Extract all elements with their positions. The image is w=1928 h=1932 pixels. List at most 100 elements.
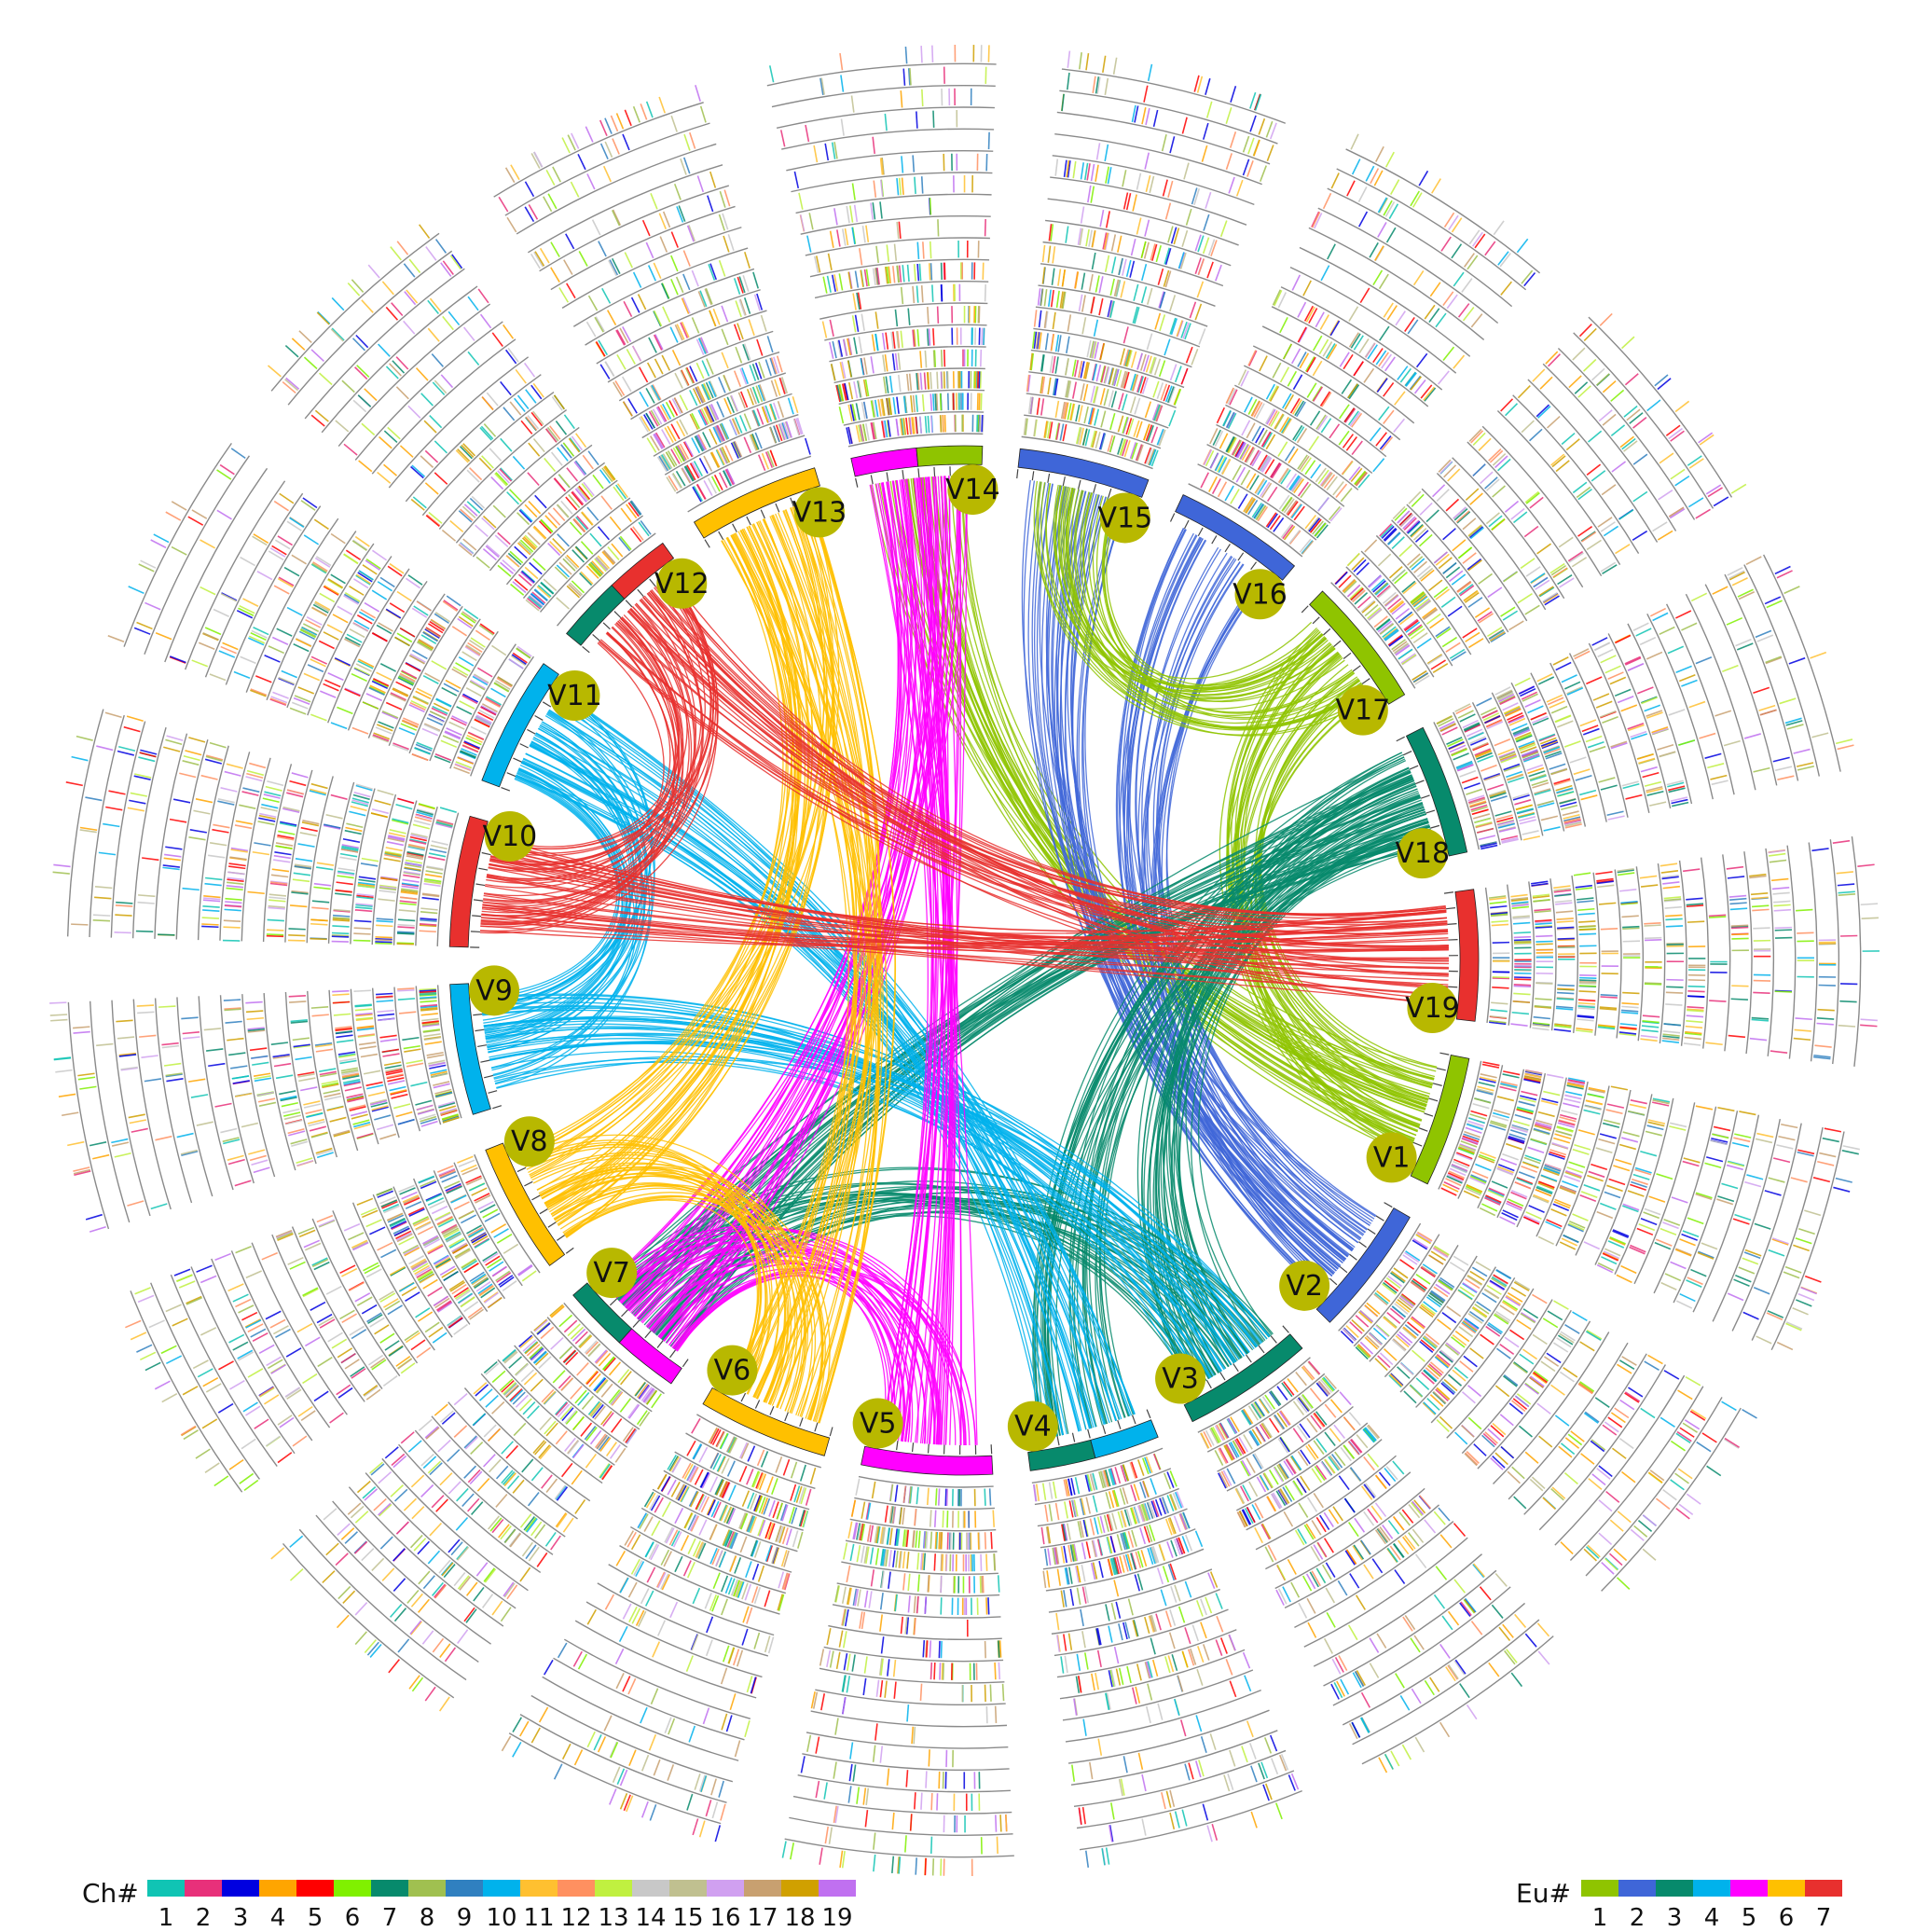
synteny-tick xyxy=(880,1680,882,1697)
synteny-tick xyxy=(1630,1104,1646,1108)
synteny-tick xyxy=(170,656,186,663)
synteny-tick xyxy=(1086,1541,1090,1558)
synteny-tick xyxy=(319,1069,336,1071)
synteny-tick xyxy=(1086,1851,1088,1868)
synteny-tick xyxy=(647,1567,654,1582)
synteny-tick xyxy=(491,688,506,697)
synteny-tick xyxy=(127,1201,144,1206)
synteny-tick xyxy=(417,1105,434,1110)
synteny-tick xyxy=(925,1858,926,1875)
synteny-tick xyxy=(351,1367,365,1376)
synteny-tick xyxy=(816,1737,819,1754)
synteny-tick xyxy=(1559,1446,1572,1457)
synteny-tick xyxy=(1043,1484,1046,1500)
synteny-tick xyxy=(767,1545,773,1561)
synteny-tick xyxy=(711,1779,716,1796)
synteny-tick xyxy=(239,805,255,808)
synteny-tick xyxy=(286,378,299,389)
synteny-tick xyxy=(244,1481,258,1491)
synteny-tick xyxy=(1250,1743,1256,1759)
synteny-tick xyxy=(1327,1612,1335,1627)
synteny-tick xyxy=(264,1395,278,1404)
synteny-tick xyxy=(1675,1249,1691,1256)
synteny-tick xyxy=(942,1532,943,1549)
synteny-tick xyxy=(985,1641,986,1658)
synteny-tick xyxy=(348,283,359,297)
synteny-tick xyxy=(1517,1178,1533,1184)
synteny-tick xyxy=(1495,1453,1508,1464)
synteny-tick xyxy=(930,1663,931,1679)
synteny-tick xyxy=(652,1521,660,1536)
synteny-tick xyxy=(1119,1623,1122,1640)
synteny-tick xyxy=(145,1079,161,1082)
synteny-tick xyxy=(699,1447,708,1462)
synteny-tick xyxy=(71,924,88,925)
synteny-tick xyxy=(709,1525,716,1540)
synteny-tick xyxy=(567,586,579,598)
synteny-tick xyxy=(103,824,119,827)
synteny-tick xyxy=(1691,1410,1706,1419)
synteny-tick xyxy=(420,912,437,914)
synteny-tick xyxy=(395,637,410,645)
synteny-tick xyxy=(340,854,357,857)
synteny-tick xyxy=(158,1006,175,1007)
synteny-tick xyxy=(242,788,259,792)
synteny-tick xyxy=(372,550,386,559)
synteny-tick xyxy=(220,1128,237,1132)
synteny-tick xyxy=(1637,1229,1653,1235)
synteny-tick xyxy=(489,448,501,461)
synteny-tick xyxy=(492,1371,505,1382)
track-baseline xyxy=(1275,1488,1425,1588)
synteny-tick xyxy=(429,853,446,857)
track-baseline xyxy=(299,1529,466,1679)
synteny-tick xyxy=(535,495,546,507)
synteny-tick xyxy=(486,1396,498,1408)
synteny-tick xyxy=(539,1445,550,1458)
synteny-tick xyxy=(1696,1106,1713,1110)
synteny-tick xyxy=(1181,1719,1186,1736)
synteny-tick xyxy=(271,875,288,876)
synteny-tick xyxy=(384,431,397,442)
synteny-tick xyxy=(729,1485,736,1501)
synteny-tick xyxy=(343,839,360,843)
synteny-tick xyxy=(1728,1293,1743,1300)
synteny-tick xyxy=(198,1369,213,1377)
synteny-tick xyxy=(441,740,457,747)
synteny-tick xyxy=(74,1032,90,1033)
synteny-tick xyxy=(259,1387,274,1397)
synteny-tick xyxy=(1573,1150,1590,1154)
synteny-tick xyxy=(844,1653,847,1670)
synteny-tick xyxy=(839,1631,842,1648)
synteny-tick xyxy=(425,483,438,494)
synteny-tick xyxy=(246,1406,260,1415)
synteny-tick xyxy=(425,450,437,462)
synteny-tick xyxy=(556,1513,566,1527)
synteny-tick xyxy=(372,1558,384,1570)
synteny-tick xyxy=(192,660,208,667)
synteny-tick xyxy=(271,1548,284,1559)
synteny-tick xyxy=(1511,1673,1522,1687)
synteny-tick xyxy=(59,1094,76,1097)
synteny-tick xyxy=(1192,1625,1198,1641)
synteny-tick xyxy=(301,828,318,832)
synteny-tick xyxy=(1706,1157,1723,1162)
synteny-tick xyxy=(161,1043,178,1045)
synteny-tick xyxy=(95,887,112,889)
synteny-tick xyxy=(1685,1420,1699,1429)
synteny-tick xyxy=(531,1728,540,1743)
synteny-tick xyxy=(465,1437,477,1449)
synteny-tick xyxy=(248,1150,265,1154)
synteny-tick xyxy=(304,357,317,368)
synteny-tick xyxy=(396,805,413,809)
synteny-tick xyxy=(296,639,311,646)
synteny-tick xyxy=(1571,1431,1584,1442)
synteny-tick xyxy=(355,1009,372,1010)
synteny-tick xyxy=(460,701,475,709)
synteny-tick xyxy=(886,1506,888,1523)
synteny-tick xyxy=(1160,1544,1165,1560)
synteny-tick xyxy=(1261,1762,1267,1778)
synteny-tick xyxy=(353,940,370,941)
synteny-tick xyxy=(300,1087,317,1091)
synteny-tick xyxy=(916,1531,917,1548)
synteny-tick xyxy=(1054,1482,1056,1498)
